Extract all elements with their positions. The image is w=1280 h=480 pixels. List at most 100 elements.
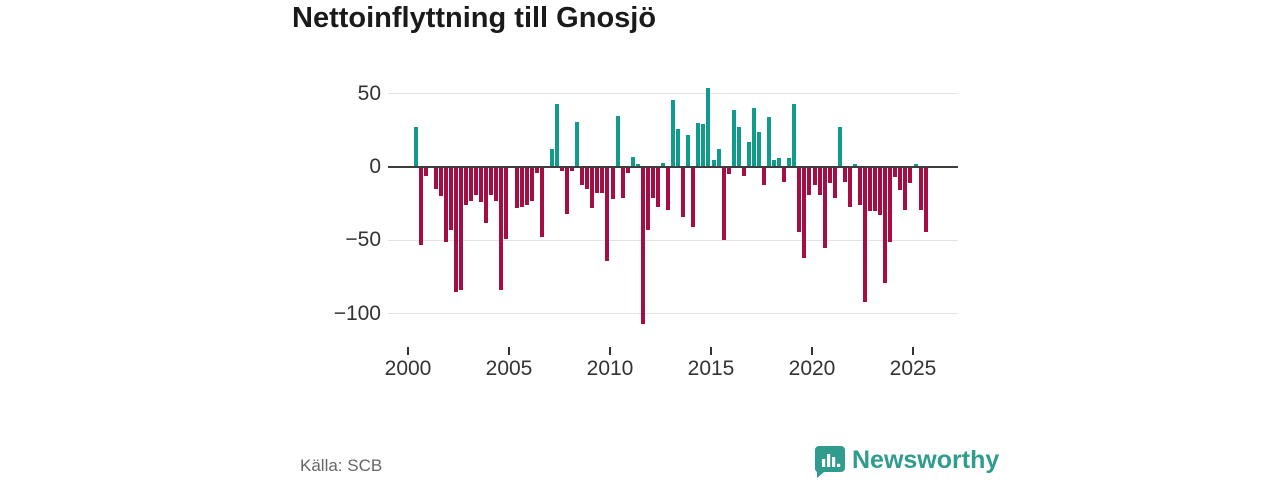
- bar-2022Q2: [857, 167, 862, 206]
- bar-2001Q2: [433, 167, 438, 189]
- bar-2021Q3: [842, 167, 847, 182]
- bar-2003Q1: [469, 167, 474, 201]
- bar-2015Q4: [726, 167, 731, 175]
- bar-2000Q3: [418, 167, 423, 245]
- x-tick-label-2010: 2010: [586, 357, 634, 380]
- bar-2016Q4: [746, 142, 751, 167]
- bar-2011Q3: [640, 167, 645, 324]
- bar-2020Q2: [817, 167, 822, 195]
- bar-2025Q1: [913, 164, 918, 167]
- bar-2023Q2: [878, 167, 883, 216]
- bar-2025Q3: [923, 167, 928, 232]
- x-tick-2015: [710, 347, 712, 355]
- bar-2015Q1: [711, 159, 716, 167]
- gridline--100: [388, 313, 958, 315]
- bar-2013Q3: [681, 167, 686, 217]
- bar-2002Q3: [459, 167, 463, 291]
- bar-2024Q1: [893, 167, 898, 178]
- bar-2006Q2: [534, 167, 539, 173]
- y-tick-label--100: −100: [333, 301, 381, 325]
- x-tick-2000: [407, 347, 409, 355]
- bar-2022Q4: [868, 167, 873, 211]
- bar-2019Q4: [807, 167, 812, 195]
- source-note: Källa: SCB: [300, 456, 383, 475]
- bar-2004Q1: [489, 167, 494, 195]
- bar-2012Q1: [650, 167, 655, 198]
- y-tick-label-0: 0: [369, 155, 381, 178]
- bar-2023Q1: [873, 167, 878, 211]
- bar-2019Q1: [792, 103, 797, 167]
- bar-2009Q4: [605, 167, 610, 261]
- bar-2010Q2: [615, 115, 620, 167]
- x-tick-2020: [811, 347, 813, 355]
- bar-2007Q3: [560, 167, 564, 172]
- bar-2002Q1: [448, 167, 453, 231]
- bar-2006Q1: [529, 167, 534, 201]
- bar-2004Q2: [494, 167, 499, 201]
- newsworthy-wordmark: Newsworthy: [852, 446, 1000, 474]
- bar-2023Q4: [888, 167, 893, 242]
- bar-2008Q1: [570, 167, 575, 172]
- bar-2012Q2: [655, 167, 660, 207]
- bar-2010Q3: [620, 167, 625, 198]
- bar-2023Q3: [883, 167, 888, 283]
- gridline--50: [388, 239, 958, 241]
- bar-2001Q3: [438, 167, 443, 197]
- bar-2010Q4: [625, 167, 630, 173]
- bar-2020Q3: [822, 167, 827, 248]
- x-axis-zero-line: [388, 166, 958, 168]
- bar-2024Q4: [908, 167, 913, 184]
- bar-2001Q4: [443, 167, 448, 242]
- bar-2008Q3: [580, 167, 585, 185]
- bar-2008Q4: [585, 167, 590, 189]
- bar-2013Q2: [676, 128, 681, 167]
- bar-2013Q4: [686, 134, 691, 167]
- bar-2003Q2: [474, 167, 479, 195]
- bar-2024Q2: [898, 167, 903, 191]
- x-tick-label-2000: 2000: [384, 357, 432, 380]
- bar-2004Q3: [499, 167, 504, 291]
- bar-2013Q1: [671, 99, 676, 167]
- bar-2003Q3: [479, 167, 484, 203]
- x-tick-label-2005: 2005: [485, 357, 533, 380]
- bar-2011Q4: [645, 167, 650, 231]
- bar-2017Q3: [762, 167, 766, 185]
- bar-2008Q2: [575, 121, 580, 167]
- bar-2009Q1: [590, 167, 595, 209]
- bar-2021Q4: [847, 167, 852, 207]
- bar-2017Q1: [751, 108, 756, 167]
- gridline-50: [388, 93, 958, 95]
- bar-2005Q4: [524, 167, 529, 206]
- x-tick-label-2025: 2025: [889, 357, 937, 380]
- bar-2014Q4: [706, 87, 711, 167]
- bar-2022Q3: [863, 167, 867, 302]
- bar-2016Q1: [731, 109, 736, 167]
- bar-2017Q2: [756, 131, 761, 167]
- bar-2007Q2: [554, 103, 559, 167]
- bar-2007Q1: [549, 149, 554, 167]
- bar-2002Q4: [464, 167, 469, 206]
- bar-2018Q2: [777, 158, 782, 167]
- bar-2019Q2: [797, 167, 802, 232]
- bar-2016Q2: [736, 127, 741, 167]
- x-tick-2005: [508, 347, 510, 355]
- bar-2018Q3: [782, 167, 787, 182]
- bar-2009Q2: [595, 167, 600, 194]
- bar-2025Q2: [918, 167, 923, 210]
- bar-2015Q2: [716, 149, 721, 167]
- x-tick-label-2015: 2015: [687, 357, 735, 380]
- bar-2018Q1: [772, 159, 777, 167]
- bar-2014Q1: [691, 167, 696, 228]
- bar-2005Q2: [514, 167, 519, 209]
- bar-2004Q4: [504, 167, 509, 239]
- bar-2021Q2: [837, 127, 842, 167]
- bar-2015Q3: [721, 167, 726, 241]
- bar-2021Q1: [832, 167, 837, 198]
- bar-2020Q1: [812, 167, 817, 185]
- bar-2019Q3: [802, 167, 807, 258]
- bar-2009Q3: [600, 167, 605, 194]
- bar-2006Q3: [539, 167, 544, 238]
- bar-2012Q4: [666, 167, 671, 210]
